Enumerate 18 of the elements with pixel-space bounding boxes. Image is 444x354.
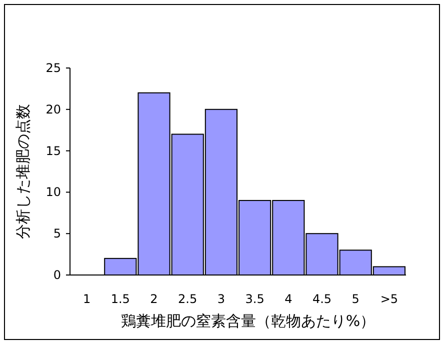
y-tick-label: 10	[46, 185, 61, 200]
x-tick-label: 4	[284, 292, 292, 306]
y-tick-label: 5	[53, 226, 61, 241]
y-tick-label: 20	[46, 102, 61, 116]
y-axis-title: 分析した堆肥の点数	[14, 104, 32, 239]
x-tick-label: 4.5	[312, 292, 332, 306]
y-tick-label: 15	[46, 144, 61, 158]
x-tick-label: 1.5	[110, 292, 130, 306]
y-tick-label: 25	[46, 61, 61, 75]
x-tick-label: 3.5	[245, 292, 264, 306]
x-tick-label: 2.5	[178, 292, 198, 306]
y-tick-label: 0	[53, 268, 61, 282]
x-tick-label: 5	[352, 292, 360, 306]
x-tick-label: 1	[82, 292, 91, 306]
x-tick-label: 2	[150, 292, 158, 306]
x-axis-title: 鶏糞堆肥の窒素含量（乾物あたり%）	[120, 312, 376, 330]
x-tick-label: >5	[380, 292, 398, 306]
x-tick-label: 3	[217, 292, 226, 306]
